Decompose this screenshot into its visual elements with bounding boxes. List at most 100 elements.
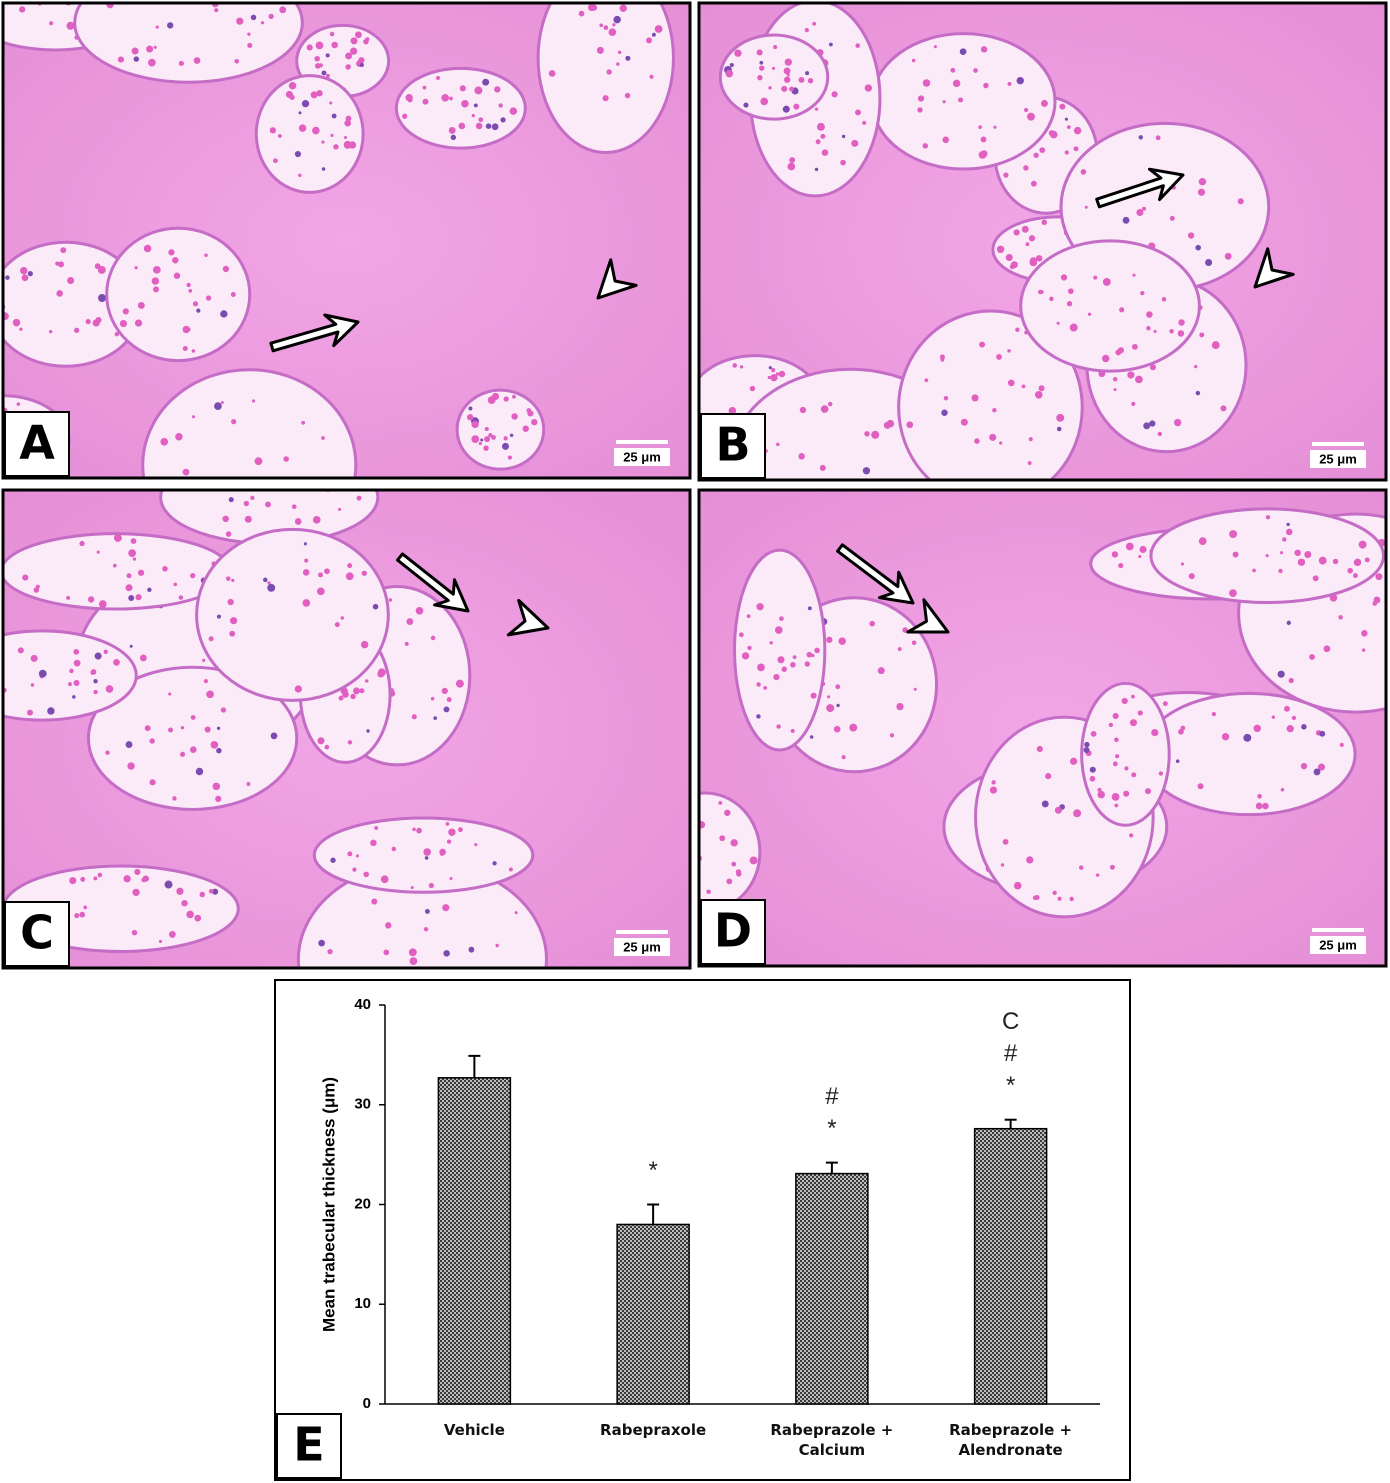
cell [134,319,143,327]
cell [826,704,835,713]
cell [1375,573,1383,581]
cell [719,835,726,842]
cell [186,282,191,288]
cell [1353,558,1362,567]
cell [768,366,772,370]
cell [312,516,321,524]
cell [73,648,80,655]
cell [817,122,825,131]
cell [1064,150,1069,155]
cell [324,568,330,575]
cell [191,415,196,419]
cell [114,332,120,337]
cell [578,10,585,17]
cell [973,68,978,73]
cell [1097,787,1102,792]
cell [730,839,738,847]
cell [73,659,81,667]
cell [203,679,209,684]
cell [168,692,172,696]
cell [971,394,979,402]
cell [95,316,102,324]
cell [950,67,956,73]
cell [724,809,731,816]
cell [862,120,867,125]
cell [1146,311,1153,318]
cell [1129,833,1134,838]
cell [446,697,452,703]
cell [196,308,201,313]
cell [531,418,538,426]
cell [996,354,1002,360]
marrow-space [86,665,299,811]
cell [302,599,311,607]
cell [757,663,765,672]
cell [1205,258,1213,267]
cell [363,871,369,878]
cell [148,58,156,67]
cell [133,56,140,62]
cell [220,707,227,713]
cell [836,703,840,708]
cell [1195,244,1201,251]
cell [388,598,393,602]
cell [210,741,219,749]
cell [1243,733,1252,742]
arrow [836,543,915,605]
cell [475,122,483,130]
cell [1195,390,1201,396]
y-tick-label: 0 [363,1395,371,1412]
cell [1253,724,1261,733]
cell [596,46,604,54]
cell [1039,147,1046,154]
cell [613,15,621,24]
cell [1057,896,1062,901]
cell [303,542,307,546]
cell [33,587,40,593]
cell [478,441,483,446]
cell [1221,733,1230,741]
cell [424,856,429,860]
cell [66,21,75,30]
cell [228,497,234,503]
cell [792,655,797,660]
cell [1146,326,1151,331]
cell [1050,130,1058,139]
cell [814,647,820,654]
cell [841,755,846,760]
cell [1122,216,1130,224]
cell [321,167,326,171]
cell [302,569,310,576]
cell [1108,722,1114,728]
cell [1114,737,1119,743]
cell [446,839,452,844]
cell [423,927,429,932]
cell [1144,788,1152,795]
cell [734,49,742,57]
panel-label: B [715,418,750,472]
cell [1135,375,1143,384]
cell [993,125,997,129]
cell [1277,670,1285,678]
cell [1142,206,1147,211]
cell [340,616,344,620]
cell [810,692,817,699]
cell [260,21,265,25]
cell [699,821,706,829]
cell [778,370,786,378]
cell [959,48,967,55]
cell [883,421,891,429]
marrow-space [195,527,390,702]
cell [448,126,456,134]
cell [756,603,764,611]
cell [79,540,85,547]
cell [942,136,950,144]
cell [1286,522,1290,527]
cell [1084,205,1088,209]
bar [795,1172,869,1405]
cell [301,100,310,108]
cell [422,85,427,90]
cell [353,687,360,695]
cell [212,782,221,791]
cell [67,277,75,285]
